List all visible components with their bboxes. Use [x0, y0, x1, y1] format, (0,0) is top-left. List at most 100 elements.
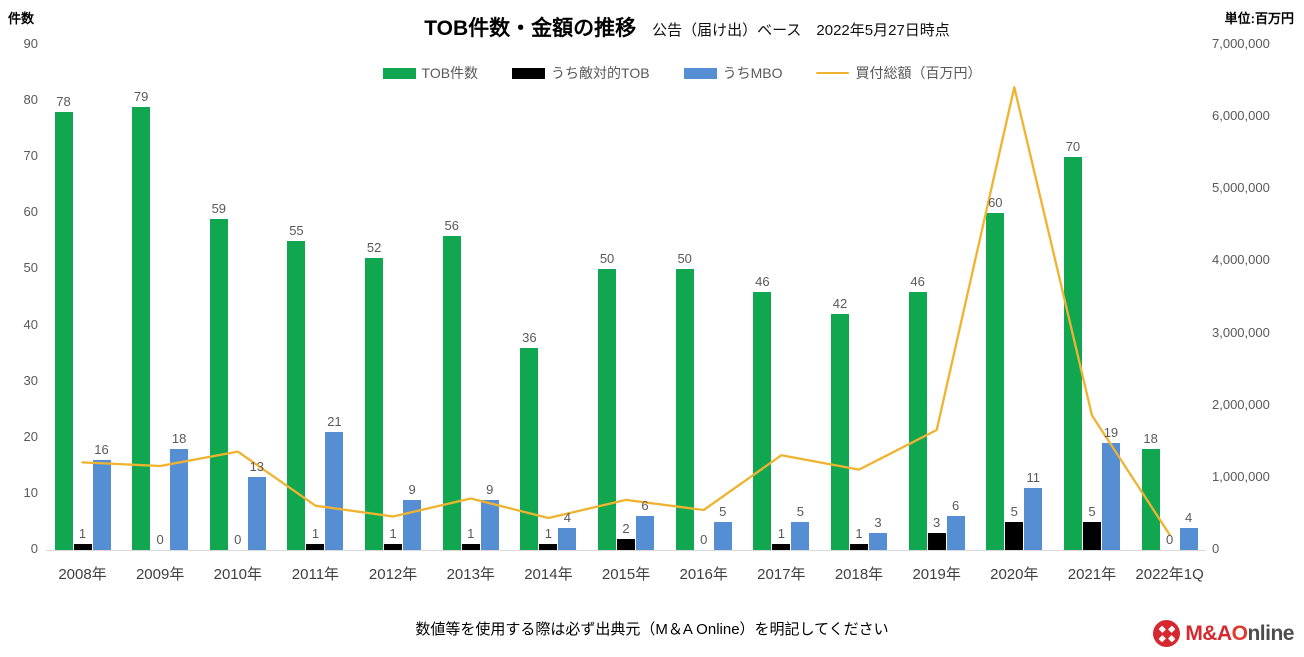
legend-item: 買付総額（百万円）: [816, 63, 981, 83]
y-axis-tick-right: 4,000,000: [1212, 252, 1270, 268]
bar-hostile-tob: [539, 544, 558, 550]
legend: TOB件数 うち敵対的TOB うちMBO 買付総額（百万円）: [60, 63, 1304, 83]
bar-mbo: [946, 516, 965, 550]
right-axis-title: 単位:百万円: [1224, 11, 1294, 26]
bar-hostile-tob: [73, 544, 92, 550]
y-axis-tick-left: 30: [23, 372, 38, 388]
bar-tob-count: [209, 218, 228, 550]
data-label: 56: [444, 217, 459, 233]
bar-mbo: [869, 533, 887, 550]
data-label: 50: [599, 251, 615, 267]
data-label: 5: [796, 503, 804, 519]
bar-mbo: [1101, 443, 1120, 550]
bar-hostile-tob: [772, 544, 791, 550]
y-axis-tick-left: 70: [23, 148, 38, 164]
data-label: 70: [1065, 139, 1081, 155]
bar-hostile-tob: [461, 544, 480, 550]
bar-tob-count: [753, 291, 772, 550]
x-axis-label: 2013年: [446, 566, 495, 583]
data-label: 1: [389, 526, 397, 542]
data-label: 36: [522, 330, 537, 345]
data-label: 52: [366, 240, 382, 256]
bar-hostile-tob: [384, 544, 403, 550]
data-label: 0: [1165, 532, 1174, 547]
data-label: 18: [1143, 431, 1158, 446]
legend-label: TOB件数: [421, 65, 479, 81]
data-label: 3: [874, 515, 882, 531]
x-axis-label: 2010年: [213, 566, 262, 583]
data-label: 0: [700, 532, 708, 547]
y-axis-tick-right: 6,000,000: [1212, 108, 1270, 124]
data-label: 13: [249, 459, 265, 475]
data-label: 6: [641, 498, 649, 514]
bar-hostile-tob: [927, 533, 946, 550]
bar-hostile-tob: [617, 538, 636, 550]
data-label: 1: [544, 526, 553, 542]
bar-mbo: [92, 460, 111, 550]
bar-tob-count: [287, 241, 306, 550]
legend-line-swatch: [816, 71, 850, 75]
data-label: 6: [952, 498, 960, 514]
y-axis-tick-left: 0: [30, 541, 38, 556]
data-label: 5: [719, 503, 727, 519]
bar-hostile-tob: [1005, 521, 1024, 550]
bar-tob-count: [1063, 157, 1082, 550]
data-label: 18: [171, 431, 187, 446]
logo-text-gray: nline: [1247, 621, 1294, 645]
data-label: 1: [78, 526, 87, 542]
y-axis-tick-left: 40: [23, 316, 38, 332]
data-label: 55: [289, 223, 304, 239]
data-label: 16: [94, 442, 109, 458]
bar-tob-count: [365, 258, 384, 550]
bar-mbo: [1024, 488, 1043, 550]
legend-bar-swatch: [512, 67, 546, 79]
x-axis-label: 2018年: [834, 566, 884, 583]
y-axis-tick-left: 90: [23, 36, 38, 51]
bar-mbo: [480, 499, 499, 550]
x-axis-label: 2011年: [291, 566, 340, 583]
chart-subtitle: 公告（届け出）ベース 2022年5月27日時点: [652, 22, 950, 39]
bar-mbo: [403, 499, 422, 550]
data-label: 46: [755, 273, 770, 289]
data-label: 60: [988, 195, 1003, 211]
bar-mbo: [558, 527, 577, 550]
data-label: 5: [1088, 503, 1096, 519]
y-axis-tick-left: 80: [23, 92, 38, 108]
bar-tob-count: [1141, 449, 1160, 550]
logo-text-o: O: [1231, 621, 1248, 645]
bar-tob-count: [908, 291, 927, 550]
y-axis-tick-right: 5,000,000: [1212, 180, 1270, 196]
x-axis-line: [46, 550, 1206, 551]
left-axis-title: 件数: [8, 11, 35, 26]
bar-tob-count: [986, 213, 1005, 550]
bar-mbo: [170, 449, 189, 550]
source-note: 数値等を使用する際は必ず出典元（M＆A Online）を明記してください: [415, 621, 889, 638]
data-label: 1: [311, 526, 320, 542]
x-axis-label: 2017年: [757, 566, 806, 583]
legend-label: 買付総額（百万円）: [855, 65, 982, 81]
logo-text-red: M&A: [1185, 621, 1232, 645]
data-label: 9: [486, 481, 494, 497]
bar-hostile-tob: [850, 544, 868, 550]
legend-item: うちMBO: [683, 63, 782, 83]
bar-hostile-tob: [306, 544, 325, 550]
bar-mbo: [791, 521, 810, 550]
x-axis-label: 2014年: [524, 566, 573, 583]
chart-title: TOB件数・金額の推移: [424, 17, 637, 40]
data-label: 50: [677, 251, 692, 267]
x-axis-label: 2020年: [990, 566, 1039, 583]
bar-mbo: [636, 516, 655, 550]
data-label: 0: [234, 532, 242, 547]
ma-online-logo: M&AOnline: [1153, 620, 1294, 647]
chart-header: TOB件数・金額の推移 公告（届け出）ベース 2022年5月27日時点: [70, 12, 1304, 42]
bar-mbo: [247, 477, 266, 550]
bar-tob-count: [831, 314, 849, 550]
y-axis-tick-right: 2,000,000: [1212, 396, 1270, 412]
data-label: 11: [1026, 470, 1041, 486]
y-axis-tick-right: 3,000,000: [1212, 324, 1270, 340]
data-label: 79: [133, 88, 149, 104]
legend-label: うち敵対的TOB: [551, 65, 650, 81]
ma-online-logo-text: M&AOnline: [1185, 622, 1294, 646]
